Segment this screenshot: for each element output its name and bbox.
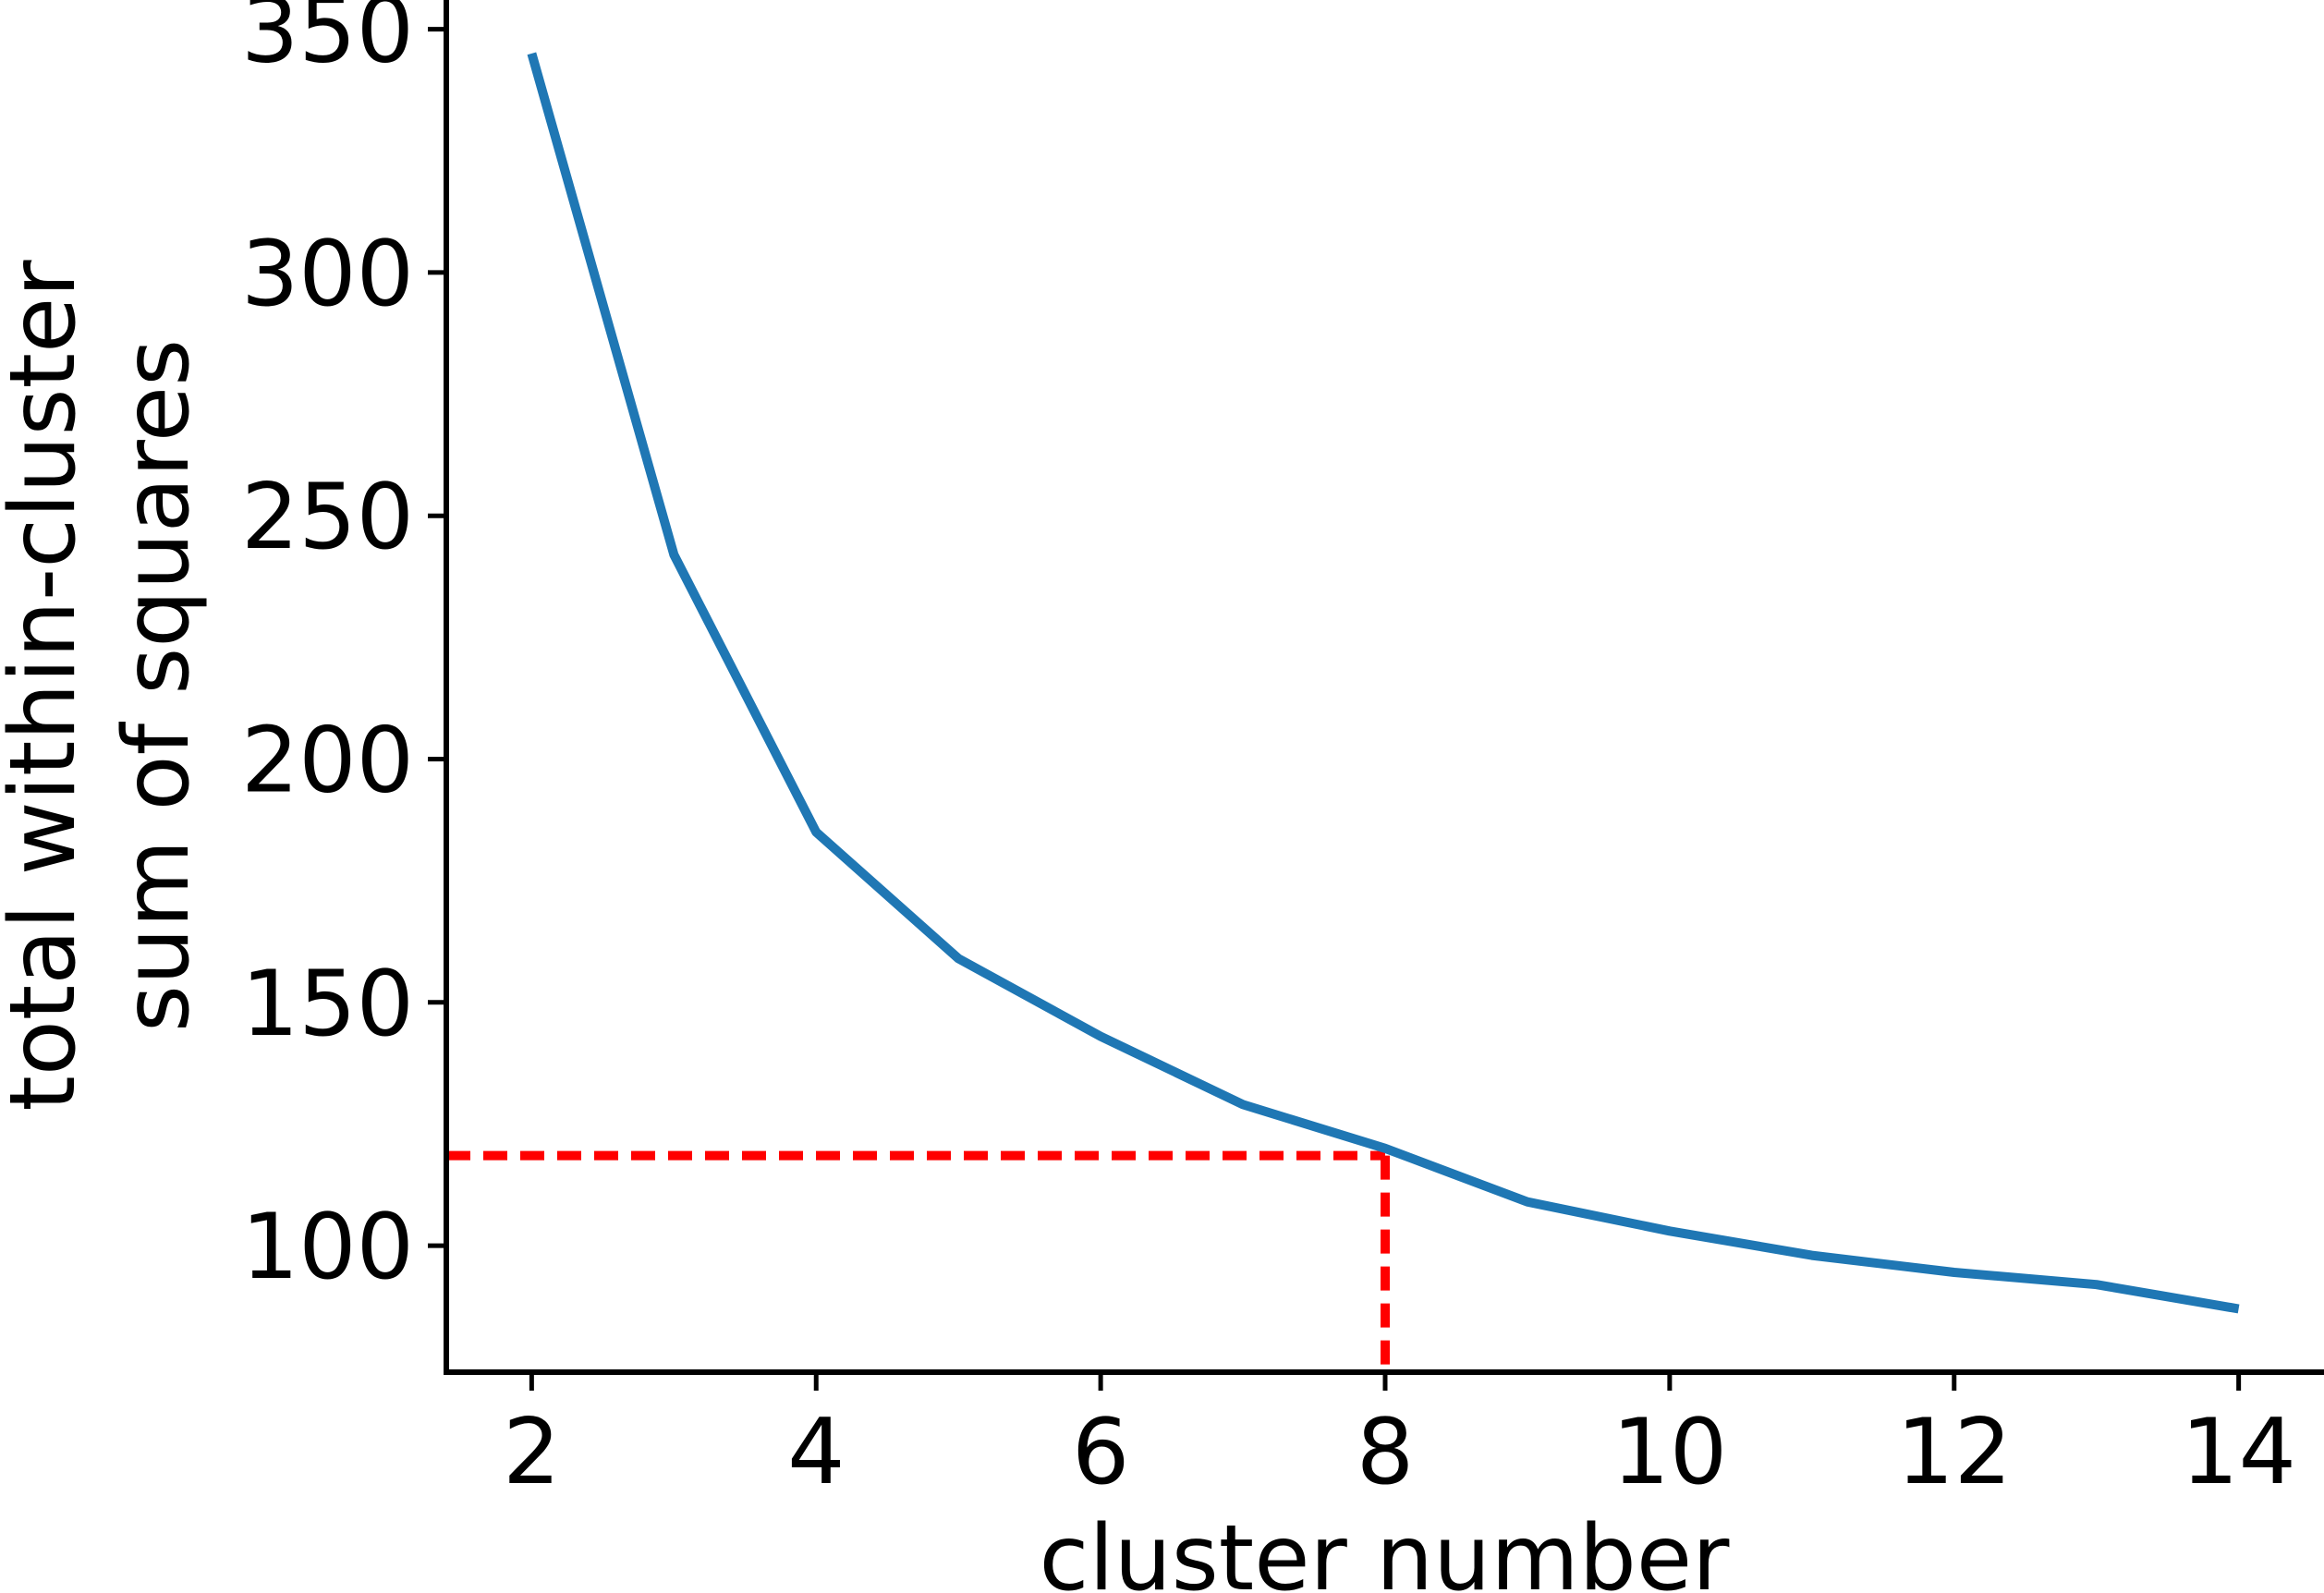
x-tick-label: 8 [1357,1400,1414,1505]
y-tick-label: 150 [241,952,414,1057]
y-tick-label: 250 [241,465,414,570]
elbow-marker [446,1150,1390,1372]
y-tick-label: 300 [241,222,414,327]
series-layer [527,52,2240,1314]
x-tick-label: 6 [1072,1400,1129,1505]
x-axis-label: cluster number [1040,1506,1731,1593]
ticks: 2 4 6 8 10 12 14 100 150 200 250 300 350 [241,0,2296,1505]
x-tick-label: 14 [2181,1400,2296,1505]
y-tick-label: 350 [241,0,414,84]
y-tick-label: 200 [241,708,414,813]
x-tick-label: 2 [503,1400,560,1505]
x-tick-label: 12 [1896,1400,2012,1505]
y-axis-label-line-1: total within-cluster [0,260,96,1112]
x-tick-label: 4 [787,1400,845,1505]
y-tick-label: 100 [241,1195,414,1300]
y-axis-label-line-2: sum of squares [104,339,210,1032]
series-line-0 [527,52,2240,1314]
x-tick-label: 10 [1612,1400,1728,1505]
